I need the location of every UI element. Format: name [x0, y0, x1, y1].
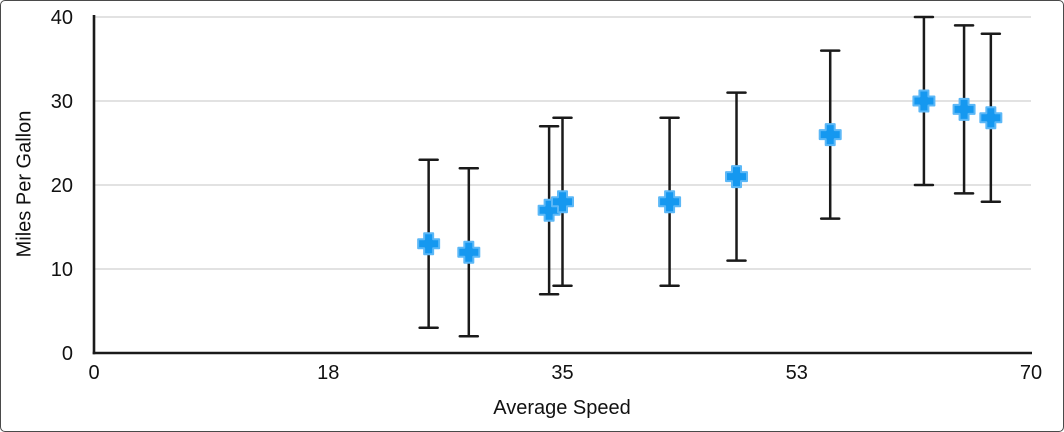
data-point-marker[interactable] — [658, 190, 682, 214]
data-point-marker[interactable] — [725, 165, 749, 189]
y-tick-label: 40 — [51, 7, 73, 29]
y-axis-title: Miles Per Gallon — [13, 110, 36, 258]
data-point-marker[interactable] — [818, 123, 842, 147]
data-point-marker[interactable] — [979, 106, 1003, 130]
x-tick-label: 35 — [551, 362, 573, 384]
x-tick-label: 53 — [786, 362, 808, 384]
x-tick-label: 0 — [88, 362, 99, 384]
y-tick-label: 10 — [51, 259, 73, 281]
x-tick-label: 18 — [317, 362, 339, 384]
data-point-marker[interactable] — [417, 232, 441, 256]
x-axis-title: Average Speed — [493, 397, 631, 419]
data-point-marker[interactable] — [952, 97, 976, 121]
y-tick-label: 20 — [51, 175, 73, 197]
x-tick-label: 70 — [1020, 362, 1042, 384]
y-tick-label: 0 — [62, 343, 73, 365]
data-point-marker[interactable] — [551, 190, 574, 214]
data-point-marker[interactable] — [912, 89, 936, 113]
data-point-marker[interactable] — [457, 240, 481, 264]
y-tick-label: 30 — [51, 91, 73, 113]
